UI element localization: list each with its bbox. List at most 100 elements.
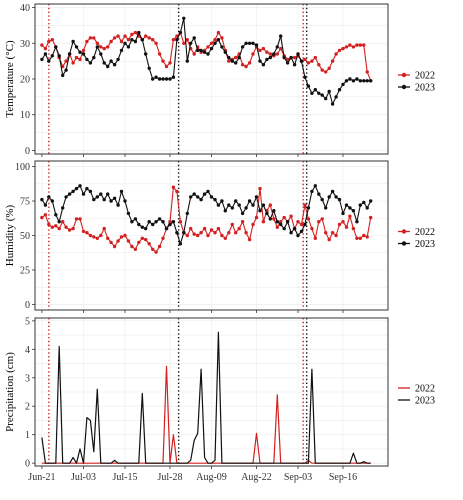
data-point-2023: [175, 38, 179, 42]
data-point-2022: [67, 228, 72, 232]
data-point-2023: [161, 220, 165, 224]
data-point-2022: [365, 70, 369, 74]
data-point-2023: [320, 93, 324, 97]
data-point-2022: [272, 217, 276, 221]
data-point-2022: [164, 64, 169, 69]
data-point-2023: [365, 79, 369, 83]
data-point-2022: [196, 233, 200, 238]
data-point-2023: [234, 199, 238, 203]
data-point-2023: [230, 59, 234, 63]
legend-key-marker: [401, 229, 407, 234]
data-point-2022: [230, 222, 234, 227]
data-point-2023: [348, 206, 352, 210]
data-point-2022: [355, 43, 359, 47]
data-point-2023: [137, 30, 141, 35]
y-tick-label: 40: [20, 3, 30, 14]
data-point-2022: [234, 55, 238, 60]
data-point-2023: [227, 203, 231, 207]
data-point-2023: [202, 50, 207, 54]
data-point-2022: [306, 217, 311, 221]
data-point-2023: [126, 45, 131, 49]
data-point-2023: [171, 75, 176, 79]
data-point-2023: [244, 206, 248, 210]
data-point-2022: [40, 215, 44, 220]
data-point-2023: [213, 41, 217, 45]
data-point-2023: [147, 66, 151, 71]
data-point-2022: [303, 203, 307, 207]
data-point-2023: [272, 209, 276, 213]
data-point-2023: [157, 77, 162, 81]
data-point-2022: [168, 61, 172, 65]
data-point-2022: [151, 38, 155, 42]
y-tick-label: 50: [20, 231, 30, 242]
data-point-2023: [71, 39, 75, 44]
data-point-2022: [119, 235, 124, 239]
data-point-2022: [192, 232, 196, 236]
data-point-2023: [265, 57, 269, 62]
data-point-2023: [303, 75, 307, 79]
data-point-2023: [74, 45, 79, 49]
data-point-2023: [154, 220, 158, 224]
data-point-2023: [327, 195, 331, 199]
data-point-2022: [123, 233, 127, 238]
y-tick-label: 5: [25, 316, 30, 327]
data-point-2023: [292, 62, 297, 67]
data-point-2022: [279, 46, 283, 51]
data-point-2022: [292, 55, 297, 60]
data-point-2022: [102, 46, 106, 51]
data-point-2022: [81, 48, 86, 53]
data-point-2023: [157, 217, 162, 221]
data-point-2022: [178, 220, 183, 224]
data-point-2022: [258, 48, 262, 53]
data-point-2023: [209, 46, 214, 51]
data-point-2023: [223, 209, 227, 213]
data-point-2023: [99, 192, 103, 196]
data-point-2022: [324, 231, 328, 235]
x-tick-label: Aug-09: [196, 472, 227, 483]
data-point-2022: [334, 52, 338, 56]
data-point-2023: [258, 59, 262, 63]
data-point-2022: [220, 36, 224, 40]
data-point-2023: [313, 88, 317, 92]
data-point-2023: [330, 102, 335, 106]
legend-label-2023: 2023: [415, 396, 435, 407]
data-point-2023: [81, 52, 86, 56]
data-point-2023: [275, 45, 279, 49]
data-point-2023: [81, 192, 86, 196]
data-point-2023: [78, 184, 82, 188]
data-point-2022: [362, 233, 366, 238]
data-point-2022: [199, 231, 203, 235]
data-point-2022: [88, 233, 93, 238]
x-tick-label: Jun-21: [28, 472, 55, 483]
data-point-2022: [40, 43, 44, 47]
data-point-2023: [67, 192, 72, 196]
data-point-2023: [71, 189, 75, 194]
data-point-2022: [220, 233, 224, 238]
data-point-2023: [140, 38, 144, 42]
data-point-2022: [206, 45, 210, 49]
legend-label-2023: 2023: [415, 239, 435, 250]
data-point-2022: [310, 59, 314, 63]
data-point-2022: [324, 70, 328, 74]
data-point-2022: [99, 233, 103, 238]
data-point-2023: [299, 59, 304, 63]
data-point-2023: [154, 75, 158, 79]
legend-label-2022: 2022: [415, 71, 435, 82]
data-point-2023: [310, 189, 314, 194]
data-point-2022: [216, 226, 221, 231]
data-point-2023: [78, 50, 82, 54]
data-point-2022: [254, 215, 259, 220]
data-point-2023: [272, 52, 276, 56]
data-point-2022: [175, 189, 179, 194]
x-tick-label: Jul-03: [71, 472, 96, 483]
data-point-2022: [247, 61, 252, 65]
data-point-2023: [189, 41, 193, 45]
data-point-2022: [261, 46, 266, 51]
data-point-2022: [88, 36, 93, 40]
data-point-2022: [358, 43, 362, 47]
data-point-2022: [334, 233, 338, 238]
legend-key-marker: [401, 241, 407, 246]
data-point-2023: [47, 195, 51, 199]
